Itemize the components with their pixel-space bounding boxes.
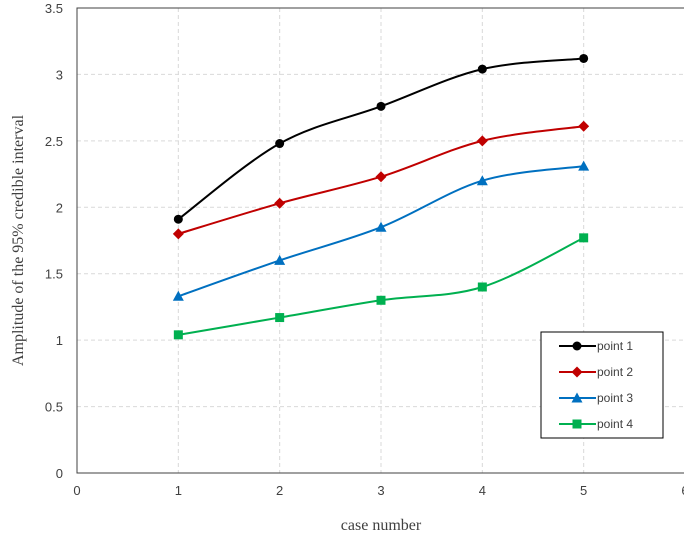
x-axis-ticks: 0 1 2 3 4 5 6 — [73, 483, 684, 498]
data-point — [476, 135, 488, 147]
legend-label: point 4 — [597, 417, 633, 431]
series-line — [178, 236, 585, 336]
legend-item: point 1 — [559, 339, 633, 353]
series-2 — [172, 120, 590, 240]
y-tick-label: 2 — [56, 200, 63, 215]
y-axis-ticks: 0 0.5 1 1.5 2 2.5 3 3.5 — [45, 1, 63, 481]
legend-swatch-marker — [572, 419, 582, 429]
legend-item: point 2 — [559, 365, 633, 379]
legend-swatch-marker — [572, 341, 582, 351]
data-point — [376, 295, 386, 305]
data-point — [172, 290, 184, 301]
x-tick-label: 5 — [580, 483, 587, 498]
y-tick-label: 2.5 — [45, 134, 63, 149]
y-tick-label: 3 — [56, 67, 63, 82]
legend-swatch-marker — [571, 366, 583, 378]
x-tick-label: 2 — [276, 483, 283, 498]
data-point — [275, 139, 285, 149]
series-4 — [173, 233, 589, 340]
data-point — [375, 171, 387, 183]
legend-box — [540, 331, 664, 439]
data-point — [274, 197, 286, 209]
data-point — [578, 120, 590, 132]
legend-label: point 2 — [597, 365, 633, 379]
series-layer — [172, 53, 590, 340]
x-tick-label: 3 — [377, 483, 384, 498]
data-point — [477, 64, 487, 74]
data-point — [476, 175, 488, 186]
data-point — [274, 254, 286, 265]
legend-label: point 1 — [597, 339, 633, 353]
plot-area-frame — [76, 7, 684, 474]
y-tick-label: 3.5 — [45, 1, 63, 16]
data-point — [579, 233, 589, 243]
series-1 — [173, 53, 589, 224]
legend: point 1 point 2 point 3 point 4 — [540, 331, 664, 439]
y-tick-label: 1 — [56, 333, 63, 348]
x-axis-title: case number — [341, 517, 422, 534]
data-point — [376, 101, 386, 111]
data-point — [579, 53, 589, 63]
legend-item: point 4 — [559, 417, 633, 431]
legend-swatch-marker — [571, 392, 583, 403]
y-axis-title: Amplitude of the 95% credible interval — [10, 114, 27, 366]
series-line — [177, 57, 584, 221]
data-point — [275, 313, 285, 323]
data-point — [173, 214, 183, 224]
y-tick-label: 0 — [56, 466, 63, 481]
y-tick-label: 1.5 — [45, 267, 63, 282]
x-tick-label: 1 — [175, 483, 182, 498]
legend-label: point 3 — [597, 391, 633, 405]
data-point — [173, 330, 183, 340]
data-point — [578, 160, 590, 171]
legend-item: point 3 — [559, 391, 633, 405]
x-tick-label: 4 — [479, 483, 486, 498]
x-tick-label: 6 — [681, 483, 684, 498]
x-tick-label: 0 — [73, 483, 80, 498]
y-tick-label: 0.5 — [45, 400, 63, 415]
data-point — [375, 221, 387, 232]
data-point — [172, 228, 184, 240]
data-point — [477, 282, 487, 292]
series-3 — [172, 160, 590, 301]
